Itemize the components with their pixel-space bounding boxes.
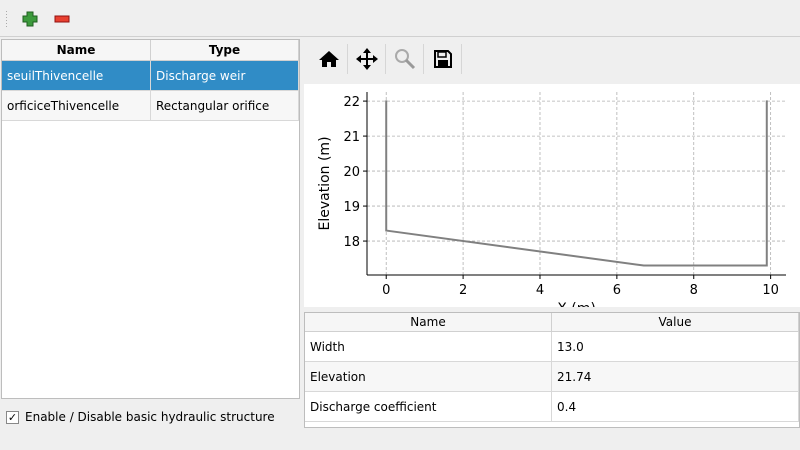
plus-icon (22, 11, 38, 27)
checkbox-box[interactable]: ✓ (6, 410, 19, 424)
cell-type[interactable]: Discharge weir (151, 61, 299, 90)
property-name: Width (305, 332, 552, 361)
x-tick-label: 2 (459, 283, 467, 298)
structures-table: Name Type seuilThivencelle Discharge wei… (1, 39, 300, 399)
pan-icon (355, 48, 378, 70)
table-row[interactable]: Width 13.0 (305, 332, 799, 362)
cell-type[interactable]: Rectangular orifice (151, 91, 299, 120)
table-row[interactable]: Discharge coefficient 0.4 (305, 392, 799, 422)
table-header: Name Type (2, 40, 299, 61)
zoom-button[interactable] (386, 44, 424, 74)
save-button[interactable] (424, 44, 462, 74)
table-header: Name Value (305, 313, 799, 332)
zoom-icon (394, 49, 415, 70)
header-type[interactable]: Type (151, 40, 299, 60)
minus-icon (54, 15, 70, 23)
x-tick-label: 10 (762, 283, 779, 298)
header-name[interactable]: Name (305, 313, 552, 331)
y-tick-label: 22 (343, 95, 360, 110)
header-name[interactable]: Name (2, 40, 151, 60)
table-row[interactable]: seuilThivencelle Discharge weir (2, 61, 299, 91)
toolbar-grip[interactable] (5, 10, 8, 28)
table-row[interactable]: orficiceThivencelle Rectangular orifice (2, 91, 299, 121)
x-tick-label: 8 (690, 283, 698, 298)
remove-structure-button[interactable] (53, 9, 73, 29)
property-name: Elevation (305, 362, 552, 391)
checkbox-label: Enable / Disable basic hydraulic structu… (25, 410, 275, 424)
elevation-chart: 0 2 4 6 8 10 18 19 20 21 22 Elevation (m) X (m) (304, 84, 800, 307)
y-tick-label: 18 (343, 235, 360, 250)
pan-button[interactable] (348, 44, 386, 74)
home-icon (318, 51, 339, 67)
header-value[interactable]: Value (552, 313, 799, 331)
properties-table: Name Value Width 13.0 Elevation 21.74 Di… (304, 312, 800, 428)
save-icon (433, 50, 452, 68)
property-value[interactable]: 21.74 (552, 362, 799, 391)
table-row[interactable]: Elevation 21.74 (305, 362, 799, 392)
x-tick-label: 0 (382, 283, 390, 298)
main-toolbar (0, 0, 800, 37)
property-value[interactable]: 0.4 (552, 392, 799, 421)
y-tick-label: 19 (343, 200, 360, 215)
add-structure-button[interactable] (20, 9, 40, 29)
y-tick-label: 20 (343, 165, 360, 180)
x-axis-label: X (m) (557, 301, 596, 307)
home-button[interactable] (310, 44, 348, 74)
enable-structure-checkbox[interactable]: ✓ Enable / Disable basic hydraulic struc… (6, 410, 275, 424)
x-tick-label: 4 (536, 283, 544, 298)
property-name: Discharge coefficient (305, 392, 552, 421)
cell-name[interactable]: seuilThivencelle (2, 61, 151, 90)
plot-toolbar (310, 44, 462, 74)
cell-name[interactable]: orficiceThivencelle (2, 91, 151, 120)
y-tick-label: 21 (343, 130, 360, 145)
property-value[interactable]: 13.0 (552, 332, 799, 361)
x-tick-label: 6 (613, 283, 621, 298)
y-axis-label: Elevation (m) (317, 136, 333, 230)
series-line (385, 100, 768, 267)
